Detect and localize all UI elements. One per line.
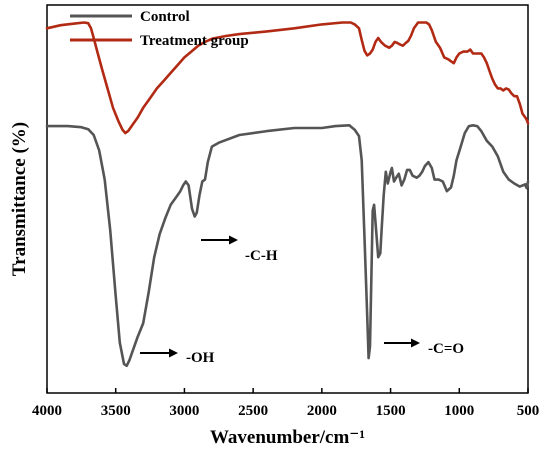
x-axis-title: Wavenumber/cm⁻¹ [210,427,365,448]
y-axis-title: Transmittance (%) [9,122,30,276]
annotations: -OH -C-H -C=O [140,235,464,366]
series-layer [45,21,530,368]
annotation-arrowhead [411,338,420,348]
annotation-label: -OH [186,350,215,366]
plot-frame [46,4,529,394]
x-axis-ticks: 4000 3500 3000 2500 2000 1500 1000 500 [32,388,539,419]
annotation-arrowhead [229,235,238,245]
annotation-label: -C-H [245,248,278,264]
x-tick-label: 1500 [376,403,406,419]
x-tick-label: 500 [517,403,540,419]
x-tick-label: 2000 [307,403,337,419]
annotation-label: -C=O [428,341,464,357]
legend-label: Control [140,9,190,25]
legend-label: Treatment group [140,33,249,49]
series-line-control [45,124,530,368]
x-tick-label: 3000 [169,403,199,419]
x-tick-label: 1000 [444,403,474,419]
x-tick-label: 3500 [101,403,131,419]
legend: Control Treatment group [70,9,249,49]
series-line-treatment [45,21,530,135]
x-tick-label: 4000 [32,403,62,419]
annotation-arrowhead [169,348,178,358]
x-tick-label: 2500 [238,403,268,419]
